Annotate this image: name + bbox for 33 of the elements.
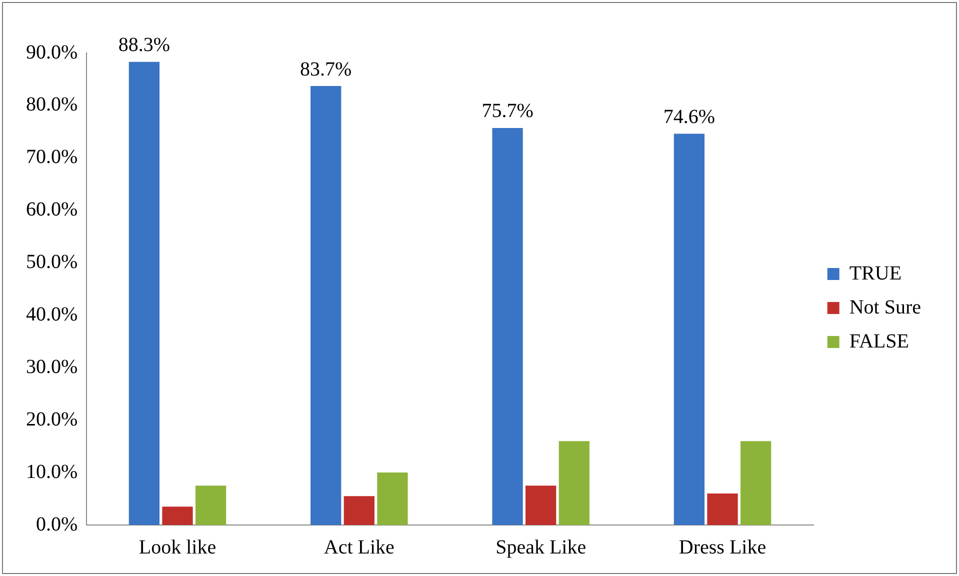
bar	[492, 128, 523, 525]
y-tick-label: 70.0%	[26, 146, 78, 168]
bar	[310, 86, 342, 525]
y-tick-label: 50.0%	[26, 251, 78, 274]
y-tick-label: 0.0%	[36, 513, 78, 536]
x-tick-label: Act Like	[324, 536, 395, 558]
y-tick-label: 40.0%	[26, 303, 78, 326]
y-tick-label: 20.0%	[26, 408, 78, 430]
bar	[674, 134, 705, 525]
y-tick-label: 60.0%	[26, 198, 78, 221]
bar	[740, 441, 772, 525]
bar	[558, 441, 590, 525]
legend-label: Not Sure	[849, 296, 922, 318]
bar	[377, 472, 408, 525]
bar	[526, 486, 556, 525]
bar	[128, 62, 160, 525]
y-tick-label: 10.0%	[26, 460, 78, 483]
x-tick-label: Speak Like	[496, 536, 586, 558]
x-tick-label: Look like	[138, 536, 216, 558]
y-tick-label: 30.0%	[26, 356, 78, 378]
data-label: 83.7%	[300, 58, 352, 80]
x-tick-label: Dress Like	[678, 536, 766, 558]
bar	[162, 506, 193, 525]
data-label: 74.6%	[663, 106, 716, 128]
data-label: 88.3%	[118, 34, 170, 56]
y-tick-label: 80.0%	[26, 94, 78, 116]
bar	[344, 496, 374, 525]
bar	[707, 494, 738, 525]
bar	[195, 486, 226, 525]
legend-label: TRUE	[849, 262, 902, 284]
data-label: 75.7%	[482, 100, 534, 122]
legend-label: FALSE	[849, 330, 909, 352]
y-tick-label: 90.0%	[26, 41, 78, 64]
